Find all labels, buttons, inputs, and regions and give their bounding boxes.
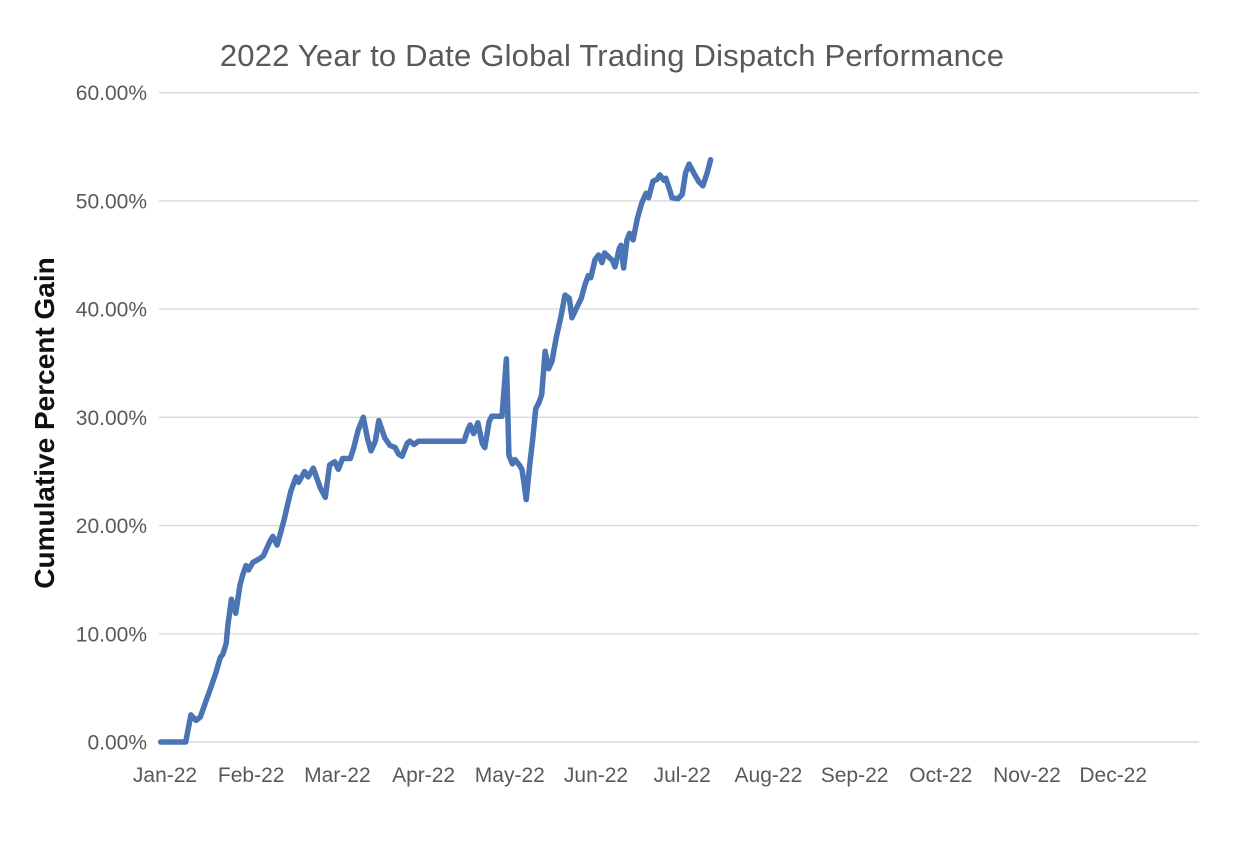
x-tick-label-Apr-22: Apr-22	[392, 764, 455, 787]
y-tick-label-0: 0.00%	[87, 732, 147, 755]
x-tick-label-Sep-22: Sep-22	[821, 764, 889, 787]
x-axis-tick-labels: Jan-22 Feb-22 Mar-22 Apr-22 May-22 Jun-22 Jul-…	[133, 764, 1147, 787]
x-tick-label-Oct-22: Oct-22	[909, 764, 972, 787]
x-tick-label-Jun-22: Jun-22	[564, 764, 628, 787]
y-tick-label-50: 50.00%	[76, 190, 147, 213]
chart-title: 2022 Year to Date Global Trading Dispatc…	[219, 38, 1005, 73]
y-tick-label-20: 20.00%	[76, 515, 147, 538]
x-tick-label-Aug-22: Aug-22	[735, 764, 803, 787]
y-tick-label-60: 60.00%	[76, 82, 147, 105]
x-tick-label-Mar-22: Mar-22	[304, 764, 371, 787]
y-axis-tick-labels: 0.00% 10.00% 20.00% 30.00% 40.00% 50.00% 60.00…	[76, 82, 147, 754]
y-tick-label-10: 10.00%	[76, 623, 147, 646]
x-tick-label-Nov-22: Nov-22	[993, 764, 1061, 787]
x-tick-label-Dec-22: Dec-22	[1079, 764, 1147, 787]
x-tick-label-Feb-22: Feb-22	[218, 764, 285, 787]
x-tick-label-May-22: May-22	[475, 764, 545, 787]
gridlines	[159, 91, 1199, 743]
y-tick-label-40: 40.00%	[76, 299, 147, 322]
x-tick-label-Jan-22: Jan-22	[133, 764, 197, 787]
x-tick-label-Jul-22: Jul-22	[654, 764, 711, 787]
y-tick-label-30: 30.00%	[76, 407, 147, 430]
performance-line	[157, 157, 714, 745]
